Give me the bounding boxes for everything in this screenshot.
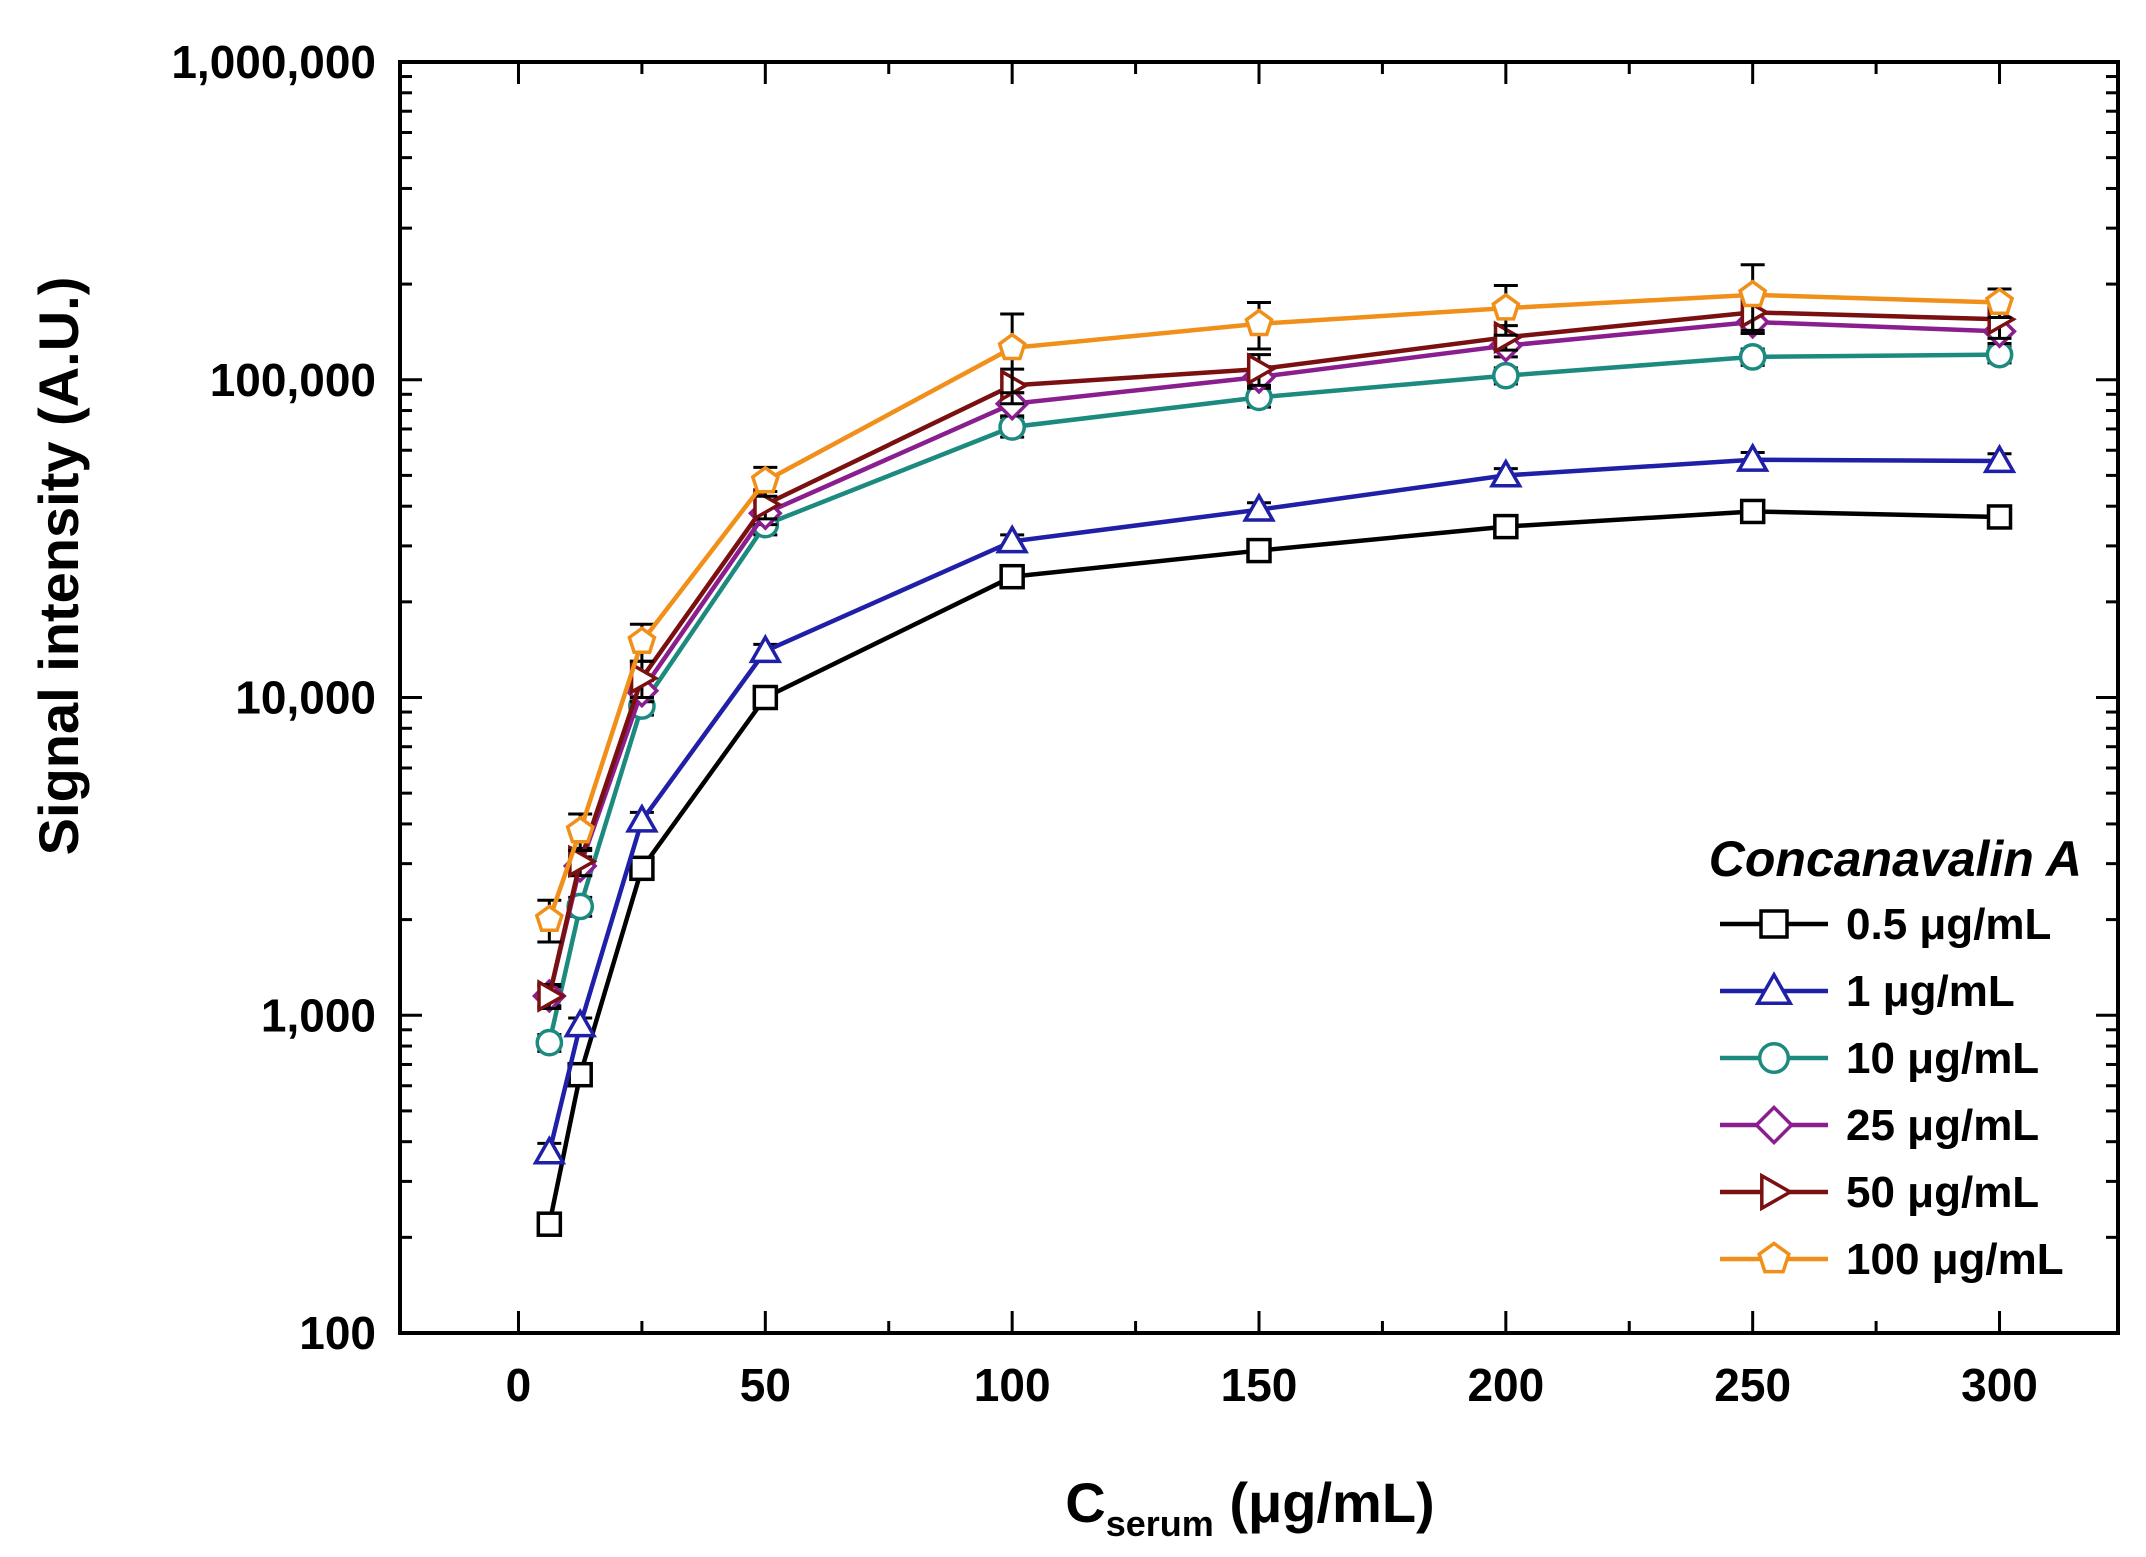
legend-label: 10 μg/mL — [1846, 1034, 2039, 1083]
data-point — [532, 1135, 567, 1165]
data-point — [1735, 442, 1770, 472]
data-point — [1738, 343, 1767, 371]
legend-item-6: 100 μg/mL — [1720, 1235, 2064, 1284]
series-2 — [532, 442, 2017, 1165]
series-6 — [534, 263, 2015, 944]
data-point — [536, 1211, 563, 1237]
series-layer — [532, 263, 2017, 1237]
legend-label: 1 μg/mL — [1846, 967, 2015, 1016]
data-point — [1984, 287, 2015, 315]
y-tick-label: 1,000,000 — [171, 36, 376, 88]
legend-marker — [1754, 971, 1794, 1005]
x-axis-title-main: C — [1065, 1471, 1105, 1534]
data-point — [627, 626, 657, 654]
legend-marker — [1757, 1241, 1791, 1274]
data-point — [625, 803, 659, 833]
data-point — [1491, 361, 1520, 390]
y-tick-label: 10,000 — [235, 672, 376, 724]
data-point — [563, 1007, 597, 1038]
x-tick-label: 300 — [1961, 1359, 2038, 1411]
data-point — [750, 465, 780, 494]
legend: Concanavalin A 0.5 μg/mL 1 μg/mL 10 μg/mL 2… — [1709, 831, 2082, 1284]
data-point — [565, 815, 595, 844]
x-tick-label: 0 — [506, 1359, 532, 1411]
data-point — [535, 1028, 564, 1057]
data-point — [1244, 308, 1274, 337]
legend-label: 25 μg/mL — [1846, 1101, 2039, 1150]
data-point — [537, 979, 567, 1013]
legend-label: 100 μg/mL — [1846, 1235, 2064, 1284]
data-point — [748, 633, 783, 664]
data-point — [1982, 443, 2017, 474]
series-1 — [536, 498, 2013, 1237]
data-point — [999, 563, 1025, 590]
data-point — [997, 332, 1027, 361]
y-tick-label: 1,000 — [261, 989, 376, 1041]
legend-label: 0.5 μg/mL — [1846, 900, 2051, 949]
data-point — [1489, 458, 1523, 488]
data-point — [1491, 292, 1521, 321]
x-axis-title-subscript: serum — [1106, 1503, 1214, 1544]
y-tick-label: 100 — [299, 1307, 376, 1359]
legend-item-2: 1 μg/mL — [1720, 967, 2015, 1016]
data-point — [995, 524, 1029, 554]
x-tick-labels: 0 50 100 150 200 250 300 — [506, 1359, 2038, 1411]
data-point — [1739, 498, 1766, 525]
data-point — [1246, 537, 1272, 564]
data-point — [534, 904, 564, 933]
legend-label: 50 μg/mL — [1846, 1168, 2039, 1217]
x-tick-label: 150 — [1221, 1359, 1298, 1411]
y-tick-labels: 100 1,000 10,000 100,000 1,000,000 — [171, 36, 376, 1359]
legend-item-5: 50 μg/mL — [1720, 1168, 2039, 1217]
data-point — [629, 855, 655, 882]
data-point — [1242, 492, 1276, 522]
x-tick-label: 200 — [1467, 1359, 1544, 1411]
legend-title: Concanavalin A — [1709, 831, 2082, 887]
legend-item-3: 10 μg/mL — [1720, 1034, 2039, 1083]
legend-item-1: 0.5 μg/mL — [1720, 900, 2051, 949]
series-3 — [535, 340, 2014, 1057]
axis-ticks — [400, 60, 2118, 1335]
legend-marker — [1753, 1104, 1795, 1146]
legend-marker — [1760, 1172, 1794, 1212]
legend-item-4: 25 μg/mL — [1720, 1101, 2039, 1150]
x-axis-title: Cserum (μg/mL) — [1065, 1471, 1434, 1544]
data-point — [1738, 279, 1768, 308]
data-point — [1986, 504, 2013, 530]
legend-marker — [1757, 1041, 1791, 1075]
series-line — [547, 292, 2000, 921]
x-axis-title-unit: (μg/mL) — [1214, 1471, 1435, 1534]
y-tick-label: 100,000 — [210, 354, 376, 406]
data-point — [1493, 513, 1519, 540]
x-tick-label: 50 — [740, 1359, 791, 1411]
data-point — [1493, 320, 1524, 355]
legend-marker — [1759, 909, 1789, 939]
data-point — [752, 684, 779, 711]
data-point — [1246, 352, 1277, 386]
y-axis-title: Signal intensity (A.U.) — [27, 277, 90, 856]
x-tick-label: 250 — [1714, 1359, 1791, 1411]
x-tick-label: 100 — [974, 1359, 1051, 1411]
data-point — [567, 1061, 593, 1088]
